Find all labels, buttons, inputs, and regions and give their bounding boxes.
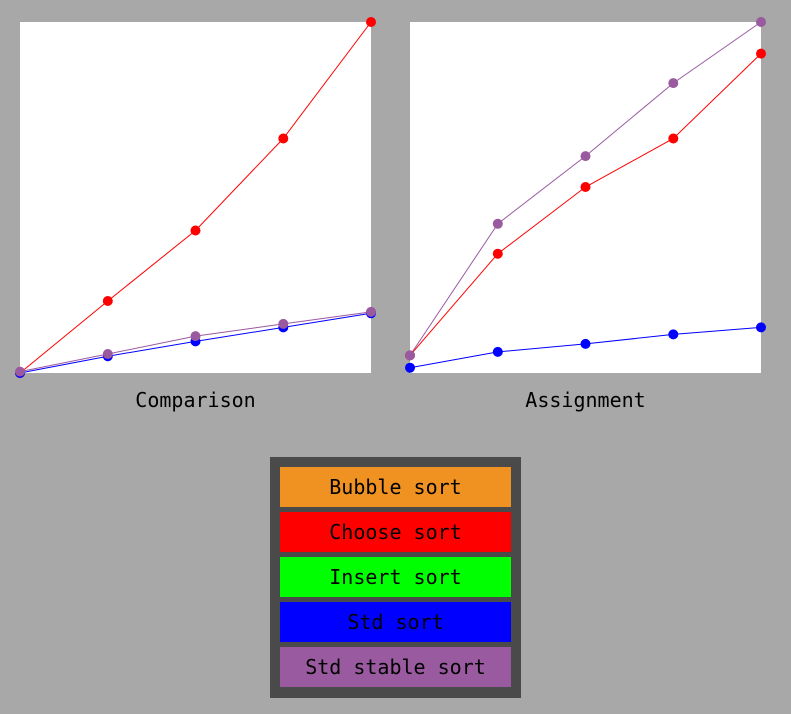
comparison-std-stable-sort-point [102,349,113,359]
assignment-std-stable-sort-point [668,78,679,89]
insert-sort-button[interactable]: Insert sort [280,557,511,597]
sort-legend-panel: Bubble sort Choose sort Insert sort Std … [270,457,521,698]
assignment-std-stable-sort-point [580,151,591,162]
comparison-std-stable-sort-point [15,366,25,377]
comparison-std-stable-sort-point [278,318,289,329]
assignment-std-sort-point [756,322,766,333]
assignment-std-stable-sort-point [405,350,415,361]
comparison-plot-svg [15,17,376,378]
comparison-choose-sort-point [366,17,376,27]
assignment-std-sort-point [580,338,591,349]
assignment-choose-sort-point [756,48,766,59]
comparison-title: Comparison [135,388,256,412]
comparison-plot [15,17,376,378]
assignment-choose-sort-line [409,53,762,356]
comparison-choose-sort-line [19,21,372,374]
comparison-choose-sort-point [190,225,201,236]
assignment-choose-sort-point [492,248,503,259]
assignment-plot-svg [405,17,766,373]
comparison-choose-sort-point [278,133,289,144]
bubble-sort-button[interactable]: Bubble sort [280,467,511,507]
std-sort-button[interactable]: Std sort [280,602,511,642]
assignment-std-stable-sort-point [492,218,503,229]
comparison-std-stable-sort-point [190,331,201,342]
assignment-plot [405,17,766,373]
assignment-std-sort-point [492,346,503,357]
comparison-std-stable-sort-point [366,306,376,317]
assignment-std-sort-point [405,362,415,373]
assignment-title: Assignment [525,388,646,412]
choose-sort-button[interactable]: Choose sort [280,512,511,552]
assignment-choose-sort-point [580,182,591,192]
assignment-choose-sort-point [668,133,679,144]
comparison-choose-sort-point [102,296,113,306]
assignment-std-sort-point [668,329,679,340]
assignment-std-stable-sort-point [756,17,766,27]
std-stable-sort-button[interactable]: Std stable sort [280,647,511,687]
